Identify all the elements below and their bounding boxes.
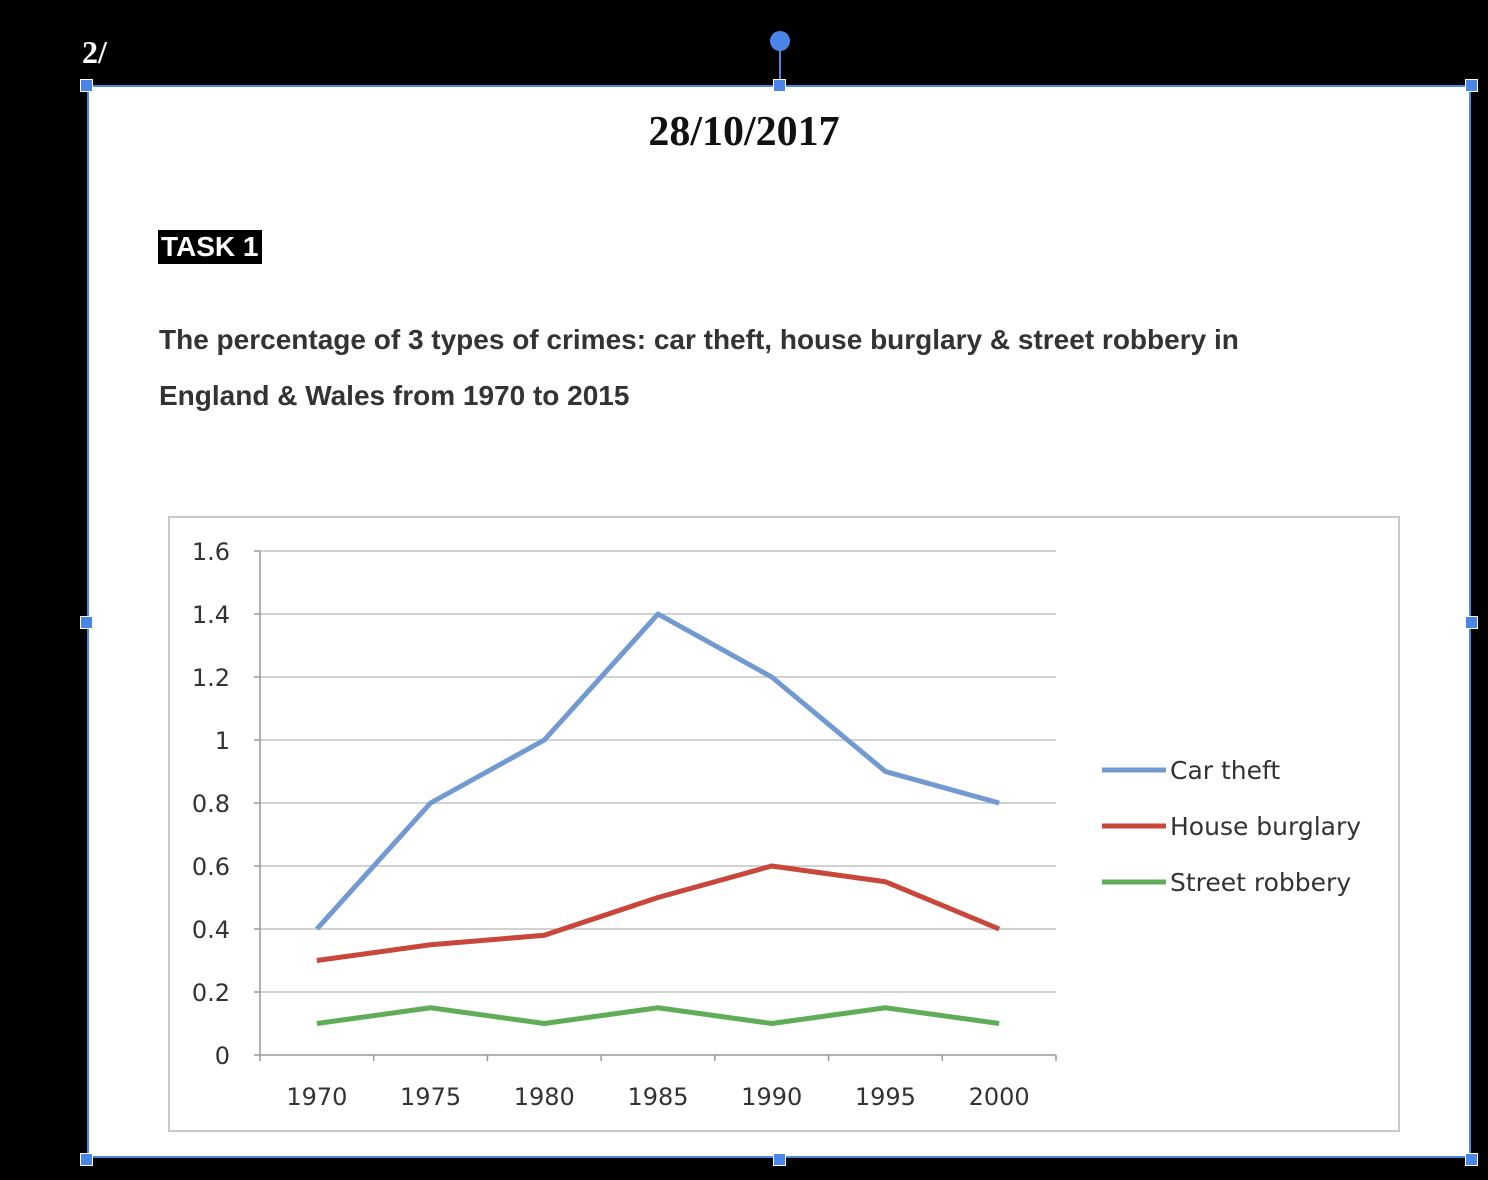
y-tick-label: 1.6 [192, 538, 230, 566]
x-tick-label: 1990 [741, 1083, 802, 1111]
task-label: TASK 1 [158, 230, 262, 264]
description-line-1: The percentage of 3 types of crimes: car… [159, 324, 1239, 355]
y-tick-label: 1.4 [192, 601, 230, 629]
y-tick-label: 0 [215, 1042, 230, 1070]
y-tick-label: 1 [215, 727, 230, 755]
y-tick-label: 1.2 [192, 664, 230, 692]
legend-label: Car theft [1170, 756, 1280, 785]
x-tick-label: 1970 [286, 1083, 347, 1111]
resize-handle-top-right[interactable] [1465, 79, 1478, 92]
rotation-handle-line [779, 50, 781, 84]
y-tick-label: 0.6 [192, 853, 230, 881]
y-tick-label: 0.2 [192, 979, 230, 1007]
chart-container: 0 0.2 0.4 0.6 0.8 1 1.2 1.4 1.6 1970 1975 1980 1985 1… [168, 516, 1400, 1132]
legend: Car theft House burglary Street robbery [1102, 756, 1361, 897]
legend-label: Street robbery [1170, 868, 1351, 897]
task-description: The percentage of 3 types of crimes: car… [159, 312, 1379, 424]
description-line-2: England & Wales from 1970 to 2015 [159, 380, 630, 411]
x-tick-label: 1975 [400, 1083, 461, 1111]
legend-label: House burglary [1170, 812, 1361, 841]
x-tick-label: 1985 [627, 1083, 688, 1111]
series-line-house-burglary [316, 863, 1001, 963]
page-label: 2/ [82, 34, 107, 70]
resize-handle-bottom-right[interactable] [1465, 1153, 1478, 1166]
x-tick-label: 2000 [969, 1083, 1030, 1111]
series-line-street-robbery [316, 1005, 1000, 1026]
resize-handle-middle-left[interactable] [80, 616, 93, 629]
resize-handle-bottom-left[interactable] [80, 1153, 93, 1166]
series-line-car-theft [315, 611, 1000, 931]
y-tick-label: 0.4 [192, 916, 230, 944]
line-chart: 0 0.2 0.4 0.6 0.8 1 1.2 1.4 1.6 1970 1975 1980 1985 1… [192, 538, 1361, 1111]
resize-handle-bottom-center[interactable] [773, 1153, 786, 1166]
rotation-handle[interactable] [770, 31, 790, 51]
x-tick-label: 1980 [514, 1083, 575, 1111]
x-tick-label: 1995 [855, 1083, 916, 1111]
axes: 0 0.2 0.4 0.6 0.8 1 1.2 1.4 1.6 1970 1975 1980 1985 1… [192, 538, 1057, 1111]
resize-handle-top-left[interactable] [80, 79, 93, 92]
series-lines [315, 611, 1001, 1026]
resize-handle-middle-right[interactable] [1465, 616, 1478, 629]
document-date: 28/10/2017 [648, 109, 840, 155]
resize-handle-top-center[interactable] [773, 79, 786, 92]
y-tick-label: 0.8 [192, 790, 230, 818]
